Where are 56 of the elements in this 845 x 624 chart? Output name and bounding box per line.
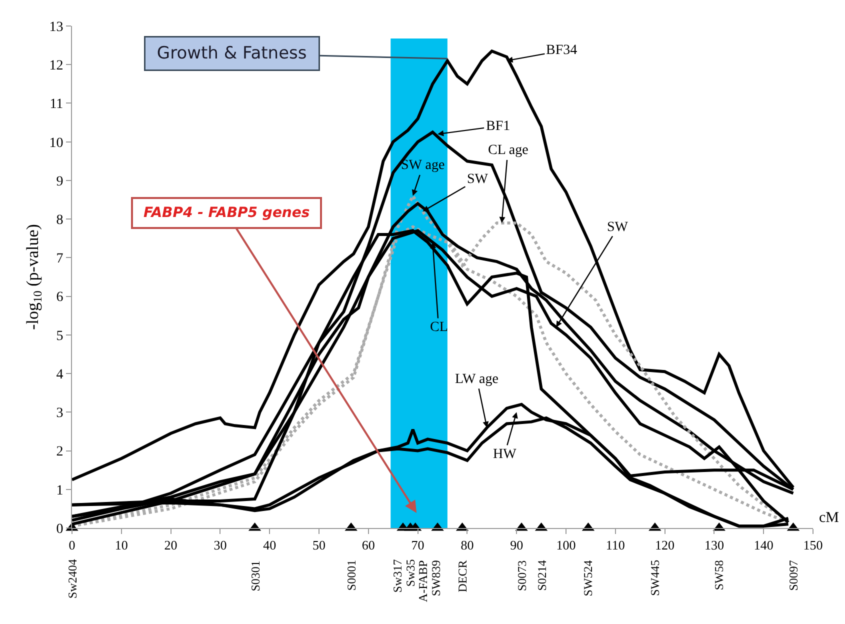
y-tick-label: 9 [56, 174, 64, 190]
y-tick-label: 5 [56, 328, 64, 344]
y-tick-label: 1 [56, 483, 64, 498]
y-tick-label: 2 [56, 444, 64, 460]
x-tick-label: 50 [312, 538, 326, 553]
data-label: Sw2404 [66, 559, 80, 598]
annotation: BF34 [546, 43, 578, 58]
x-tick-label: 30 [214, 538, 227, 553]
data-label: A-FABP [416, 560, 430, 602]
x-tick-label: 150 [803, 538, 823, 553]
annotation: CL age [488, 143, 528, 158]
x-axis-title: cM [819, 510, 839, 526]
annotation: BF1 [486, 119, 510, 134]
data-label: S0073 [515, 560, 530, 592]
band-label: Growth & Fatness [152, 44, 312, 64]
data-label: SW524 [581, 560, 596, 596]
data-label: Sw35 [404, 559, 418, 587]
y-tick-label: 0 [56, 522, 64, 537]
annotation: HW [493, 447, 518, 462]
y-tick-label: 3 [56, 406, 64, 422]
y-tick-label: 12 [49, 58, 64, 74]
x-tick-label: 90 [510, 538, 524, 553]
data-label: S0301 [248, 560, 262, 592]
data-label: SW58 [712, 560, 726, 590]
x-tick-label: 80 [460, 538, 474, 553]
data-label: Sw317 [390, 559, 405, 593]
x-tick-label: 60 [362, 538, 375, 553]
x-tick-label: 10 [114, 538, 128, 553]
y-tick-label: 10 [49, 136, 64, 151]
x-tick-label: 130 [704, 538, 724, 553]
x-tick-label: 0 [68, 538, 76, 553]
annotation: CL [430, 320, 448, 335]
x-tick-label: 110 [606, 538, 625, 553]
annotation: SW age [401, 158, 445, 173]
x-tick-label: 40 [263, 538, 276, 553]
annotation: SW [607, 220, 629, 235]
annotation: LW age [455, 372, 498, 387]
annotation: FABP4 - FABP5 genes [143, 205, 310, 221]
y-tick-label: 6 [56, 290, 64, 306]
data-label: SW445 [648, 560, 662, 596]
y-tick-label: 11 [50, 97, 64, 112]
y-tick-label: 4 [56, 367, 64, 382]
x-tick-label: 70 [411, 538, 424, 553]
x-tick-label: 100 [556, 538, 576, 553]
data-label: S0214 [534, 560, 549, 591]
data-label: SW839 [429, 560, 444, 596]
y-tick-label: 7 [56, 252, 64, 267]
x-tick-label: 140 [754, 538, 774, 553]
annotation: SW [467, 172, 489, 187]
data-label: DECR [455, 560, 470, 592]
y-tick-label: 13 [49, 20, 64, 35]
data-label: S0001 [344, 560, 359, 591]
data-label: S0097 [786, 560, 801, 591]
y-tick-label: 8 [56, 212, 64, 228]
x-tick-label: 120 [655, 538, 675, 553]
x-tick-label: 20 [164, 538, 178, 553]
